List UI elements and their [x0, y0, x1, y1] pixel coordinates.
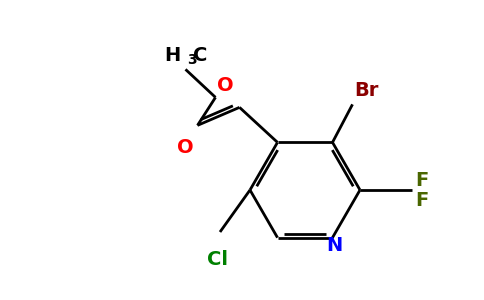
Text: Br: Br	[354, 81, 379, 101]
Text: F: F	[415, 190, 428, 209]
Text: N: N	[326, 236, 343, 255]
Text: F: F	[415, 170, 428, 190]
Text: Cl: Cl	[208, 250, 228, 269]
Text: O: O	[217, 76, 234, 95]
Text: H: H	[164, 46, 181, 65]
Text: C: C	[194, 46, 208, 65]
Text: 3: 3	[187, 53, 197, 68]
Text: O: O	[177, 138, 194, 157]
